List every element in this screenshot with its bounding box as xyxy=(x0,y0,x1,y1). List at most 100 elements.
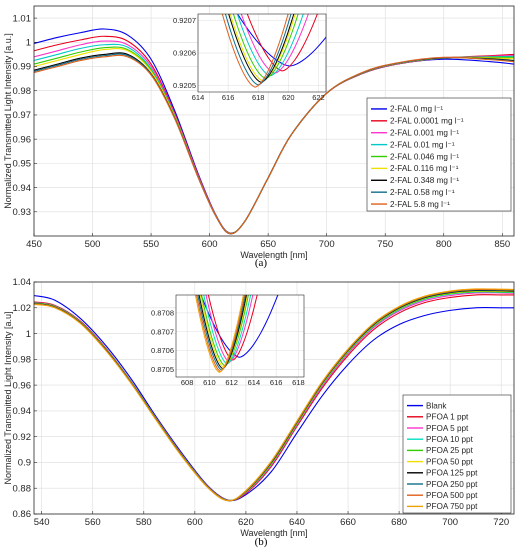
inset-x-tick-label: 618 xyxy=(252,93,265,102)
legend-entry-2: 2-FAL 0.001 mg l⁻¹ xyxy=(390,129,459,138)
x-tick-label: 640 xyxy=(289,517,305,528)
panel-b-caption: (b) xyxy=(255,536,268,548)
x-tick-label: 720 xyxy=(493,517,509,528)
legend-entry-3: 2-FAL 0.01 mg l⁻¹ xyxy=(390,140,455,149)
inset-x-tick-label: 614 xyxy=(192,93,205,102)
y-axis-label: Normalized Transmitted Light Intensity [… xyxy=(3,33,13,209)
series-line-8 xyxy=(34,54,514,235)
x-tick-label: 750 xyxy=(377,239,393,250)
x-tick-label: 550 xyxy=(143,239,159,250)
inset-x-tick-label: 616 xyxy=(270,378,283,387)
inset-x-tick-label: 614 xyxy=(248,378,261,387)
legend-entry-8: 2-FAL 5.8 mg l⁻¹ xyxy=(390,200,450,209)
y-tick-label: 0.95 xyxy=(13,159,32,170)
y-tick-label: 0.96 xyxy=(13,380,32,391)
y-tick-label: 0.99 xyxy=(13,62,32,73)
legend-entry-9: PFOA 750 ppt xyxy=(426,502,478,511)
inset-series-line-0 xyxy=(200,295,279,358)
legend-entry-5: PFOA 50 ppt xyxy=(426,457,474,466)
x-tick-label: 650 xyxy=(260,239,276,250)
y-tick-label: 0.94 xyxy=(13,183,32,194)
inset-y-tick-label: 0.8706 xyxy=(151,346,174,355)
series-line-0 xyxy=(34,294,514,502)
inset-x-tick-label: 622 xyxy=(312,93,325,102)
inset-x-tick-label: 616 xyxy=(222,93,235,102)
y-tick-label: 0.97 xyxy=(13,110,32,121)
y-tick-label: 0.93 xyxy=(13,207,32,218)
x-tick-label: 660 xyxy=(340,517,356,528)
legend-entry-2: PFOA 5 ppt xyxy=(426,424,469,433)
inset: 608 610 612 614 616 618 0.8705 0.8706 0.8707 0.87… xyxy=(151,294,305,387)
y-tick-label: 0.9 xyxy=(18,458,31,469)
legend-entry-4: PFOA 25 ppt xyxy=(426,446,474,455)
x-tick-label: 500 xyxy=(85,239,101,250)
inset: 614 616 618 620 622 0.9205 0.9206 0.9207 xyxy=(173,13,327,102)
inset-x-tick-label: 618 xyxy=(292,378,305,387)
x-axis-label: Wavelength [nm] xyxy=(240,528,307,538)
inset-series-line-1 xyxy=(246,14,318,72)
inset-series-line-7 xyxy=(224,14,292,86)
x-tick-label: 540 xyxy=(34,517,50,528)
y-tick-label: 0.94 xyxy=(13,406,32,417)
inset-y-tick-label: 0.9206 xyxy=(173,49,196,58)
x-tick-label: 700 xyxy=(319,239,335,250)
series-line-9 xyxy=(34,288,514,502)
legend-entry-4: 2-FAL 0.046 mg l⁻¹ xyxy=(390,152,459,161)
inset-y-tick-label: 0.8707 xyxy=(151,327,174,336)
y-tick-label: 0.92 xyxy=(13,432,32,443)
y-tick-label: 1 xyxy=(26,38,31,49)
x-tick-label: 450 xyxy=(26,239,42,250)
legend-entry-0: Blank xyxy=(426,401,447,410)
legend-entry-6: 2-FAL 0.348 mg l⁻¹ xyxy=(390,176,459,185)
x-axis-label: Wavelength [nm] xyxy=(240,250,307,260)
axes-frame xyxy=(33,281,515,515)
x-tick-label: 700 xyxy=(442,517,458,528)
y-axis-label: Normalized Transmitted Light Intensity [… xyxy=(3,311,13,484)
inset-y-tick-label: 0.8708 xyxy=(151,308,174,317)
legend-entry-1: PFOA 1 ppt xyxy=(426,413,469,422)
x-tick-label: 600 xyxy=(187,517,203,528)
inset-frame xyxy=(197,13,327,93)
inset-x-tick-label: 612 xyxy=(225,378,238,387)
inset-x-tick-label: 610 xyxy=(203,378,216,387)
y-tick-label: 1 xyxy=(26,329,31,340)
y-tick-label: 1.04 xyxy=(13,277,32,288)
inset-y-tick-label: 0.8705 xyxy=(151,365,174,374)
inset-series-line-9 xyxy=(194,295,244,373)
legend: 2-FAL 0 mg l⁻¹ 2-FAL 0.0001 mg l⁻¹ 2-FAL 0… xyxy=(366,97,512,212)
legend-box xyxy=(402,394,512,514)
legend-entry-8: PFOA 500 ppt xyxy=(426,491,478,500)
x-tick-label: 560 xyxy=(85,517,101,528)
y-tick-label: 0.86 xyxy=(13,509,32,520)
legend-entry-1: 2-FAL 0.0001 mg l⁻¹ xyxy=(390,117,464,126)
x-tick-label: 600 xyxy=(202,239,218,250)
y-tick-label: 1.01 xyxy=(13,13,32,24)
inset-y-tick-label: 0.9207 xyxy=(173,16,196,25)
legend-entry-7: 2-FAL 0.58 mg l⁻¹ xyxy=(390,188,455,197)
panel-b: 540 560 580 600 620 640 660 680 700 720 0.86 0.88 0.… xyxy=(3,277,515,538)
y-tick-label: 0.98 xyxy=(13,86,32,97)
inset-x-tick-label: 620 xyxy=(282,93,295,102)
legend-entry-6: PFOA 125 ppt xyxy=(426,469,478,478)
x-tick-label: 620 xyxy=(238,517,254,528)
panel-a: 450 500 550 600 650 700 750 800 850 0.93 0.94 0.95 0… xyxy=(3,5,515,260)
legend-entry-0: 2-FAL 0 mg l⁻¹ xyxy=(390,105,443,114)
inset-series-group xyxy=(194,295,279,373)
x-tick-label: 800 xyxy=(436,239,452,250)
inset-x-tick-label: 608 xyxy=(181,378,194,387)
x-tick-label: 680 xyxy=(391,517,407,528)
y-tick-label: 1.02 xyxy=(13,303,32,314)
legend-box xyxy=(366,97,512,212)
y-tick-label: 0.98 xyxy=(13,355,32,366)
inset-grid xyxy=(197,14,326,92)
legend-entry-5: 2-FAL 0.116 mg l⁻¹ xyxy=(390,164,459,173)
y-tick-label: 0.96 xyxy=(13,134,32,145)
y-tick-label: 0.88 xyxy=(13,483,32,494)
inset-frame xyxy=(175,294,305,378)
inset-y-tick-label: 0.9205 xyxy=(173,81,196,90)
panel-a-caption: (a) xyxy=(255,257,268,269)
inset-series-line-8 xyxy=(221,14,289,88)
legend-entry-7: PFOA 250 ppt xyxy=(426,480,478,489)
